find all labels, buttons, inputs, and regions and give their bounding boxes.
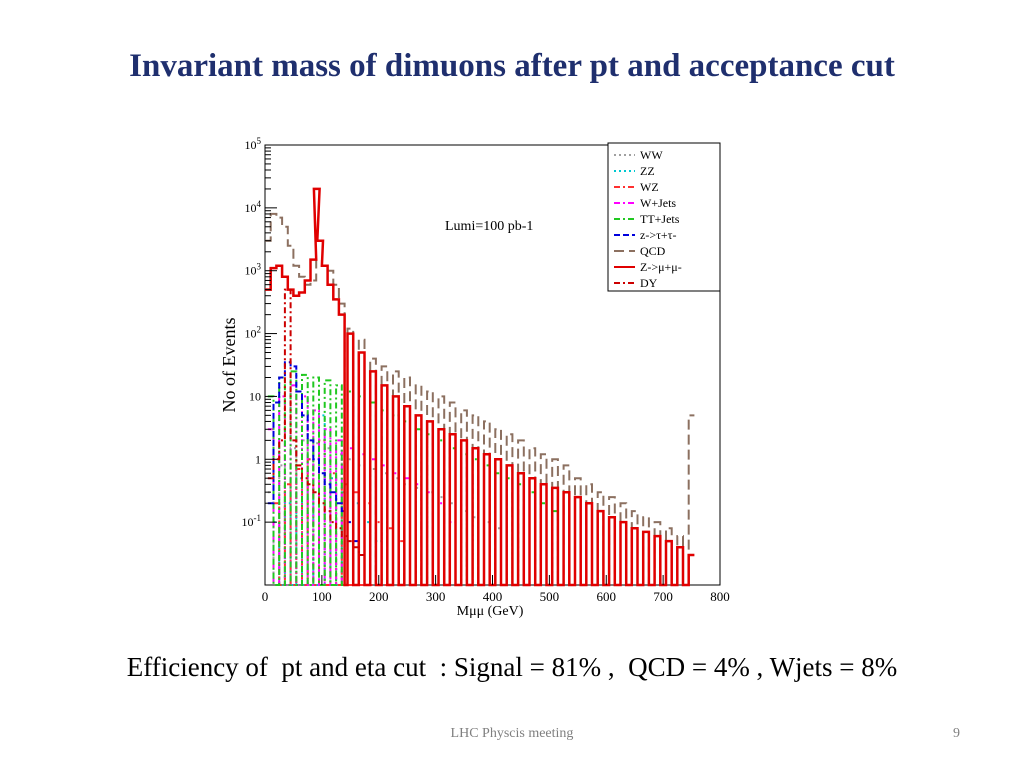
x-tick-label: 300 [426, 589, 446, 604]
x-tick-label: 400 [483, 589, 503, 604]
slide-title: Invariant mass of dimuons after pt and a… [129, 48, 895, 84]
y-axis-label: No of Events [219, 318, 239, 413]
y-tick-label: 102 [245, 325, 262, 341]
x-tick-label: 100 [312, 589, 332, 604]
lumi-annotation: Lumi=100 pb-1 [445, 219, 533, 234]
series-line-7 [265, 187, 695, 587]
footer-label: LHC Physcis meeting [450, 726, 574, 741]
y-tick-label: 10 [249, 389, 261, 403]
y-tick-label: 103 [245, 262, 262, 278]
x-tick-label: 700 [653, 589, 673, 604]
series-layer [265, 187, 695, 587]
x-tick-label: 600 [597, 589, 617, 604]
mass-histogram-chart: 0 100 200 300 400 500 600 700 800 10-1 1 10 102 103 10… [219, 136, 730, 619]
legend-label: TT+Jets [640, 212, 680, 226]
x-tick-label: 0 [262, 589, 269, 604]
axes-layer: 0 100 200 300 400 500 600 700 800 10-1 1 10 102 103 10… [242, 136, 730, 604]
legend-label: WW [640, 148, 663, 162]
legend-label: WZ [640, 180, 659, 194]
legend-label: Z->μ+μ- [640, 260, 682, 274]
series-line-8 [267, 288, 365, 556]
x-axis-label: Mμμ (GeV) [457, 604, 524, 619]
legend-label: W+Jets [640, 196, 676, 210]
x-tick-label: 800 [710, 589, 730, 604]
legend: WW ZZ WZ W+Jets TT+Jets z->τ+τ- QCD Z->μ+μ- DY [607, 142, 721, 292]
series-line-5 [267, 361, 359, 543]
y-tick-label: 10-1 [242, 513, 262, 529]
legend-label: ZZ [640, 164, 655, 178]
legend-label: z->τ+τ- [640, 228, 677, 242]
y-tick-label: 104 [245, 199, 262, 215]
x-tick-label: 500 [540, 589, 560, 604]
x-tick-label: 200 [369, 589, 389, 604]
page-number: 9 [953, 726, 960, 741]
y-tick-label: 1 [255, 452, 261, 466]
legend-label: DY [640, 276, 658, 290]
efficiency-text: Efficiency of pt and eta cut : Signal = … [126, 652, 898, 682]
plot-container: 0 100 200 300 400 500 600 700 800 10-1 1 10 102 103 10… [215, 135, 735, 625]
legend-label: QCD [640, 244, 666, 258]
y-tick-label: 105 [245, 136, 262, 152]
